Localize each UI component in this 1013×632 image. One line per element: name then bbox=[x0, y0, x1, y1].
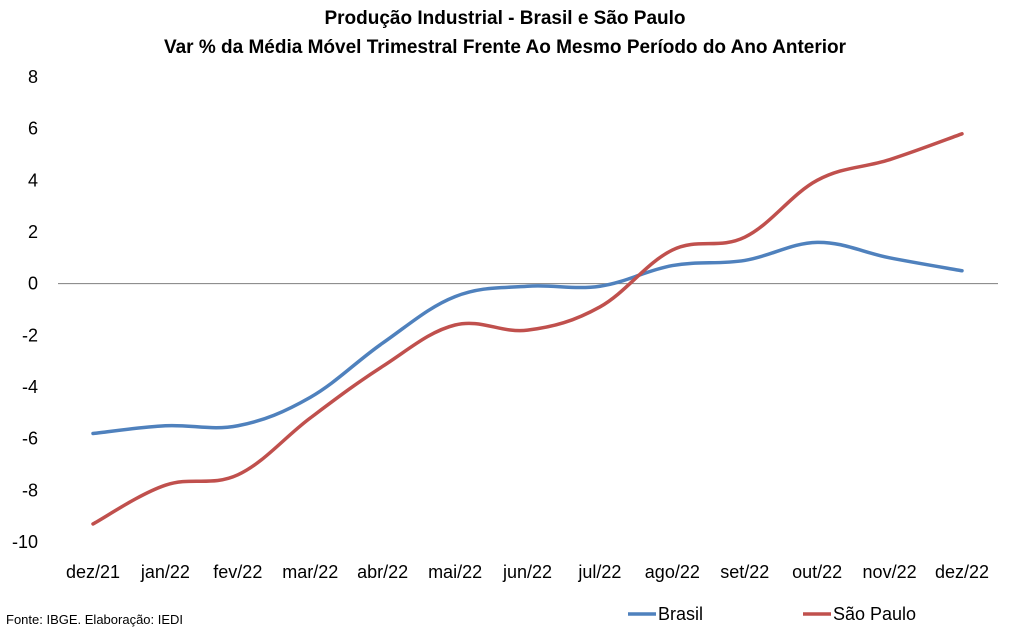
series-line-sao-paulo bbox=[91, 132, 964, 526]
y-tick-label: 8 bbox=[28, 67, 38, 87]
series-line-brasil bbox=[91, 240, 964, 436]
series-group bbox=[91, 132, 964, 526]
x-tick-label: jun/22 bbox=[502, 562, 552, 582]
x-tick-label: jul/22 bbox=[577, 562, 621, 582]
x-tick-label: nov/22 bbox=[863, 562, 917, 582]
y-tick-label: 6 bbox=[28, 119, 38, 139]
y-tick-label: -8 bbox=[22, 480, 38, 500]
y-axis: 8 6 4 2 0 -2 -4 -6 -8 -10 bbox=[12, 67, 38, 552]
y-tick-label: 2 bbox=[28, 222, 38, 242]
chart-subtitle: Var % da Média Móvel Trimestral Frente A… bbox=[164, 37, 847, 58]
x-tick-label: mai/22 bbox=[428, 562, 482, 582]
x-tick-label: mar/22 bbox=[282, 562, 338, 582]
x-tick-label: dez/21 bbox=[66, 562, 120, 582]
x-tick-label: out/22 bbox=[792, 562, 842, 582]
x-tick-label: dez/22 bbox=[935, 562, 989, 582]
x-tick-label: ago/22 bbox=[645, 562, 700, 582]
legend: Brasil São Paulo bbox=[628, 604, 916, 624]
y-tick-label: 0 bbox=[28, 274, 38, 294]
legend-label: Brasil bbox=[658, 604, 703, 624]
y-tick-label: -10 bbox=[12, 532, 38, 552]
x-tick-label: set/22 bbox=[720, 562, 769, 582]
y-tick-label: -2 bbox=[22, 325, 38, 345]
legend-label: São Paulo bbox=[833, 604, 916, 624]
source-note: Fonte: IBGE. Elaboração: IEDI bbox=[6, 612, 183, 627]
y-tick-label: 4 bbox=[28, 170, 38, 190]
x-tick-label: fev/22 bbox=[213, 562, 262, 582]
x-tick-label: jan/22 bbox=[140, 562, 190, 582]
x-tick-label: abr/22 bbox=[357, 562, 408, 582]
y-tick-label: -4 bbox=[22, 377, 38, 397]
chart-title: Produção Industrial - Brasil e São Paulo bbox=[324, 8, 685, 29]
x-axis: dez/21 jan/22 fev/22 mar/22 abr/22 mai/22 jun/… bbox=[66, 562, 989, 582]
y-tick-label: -6 bbox=[22, 429, 38, 449]
